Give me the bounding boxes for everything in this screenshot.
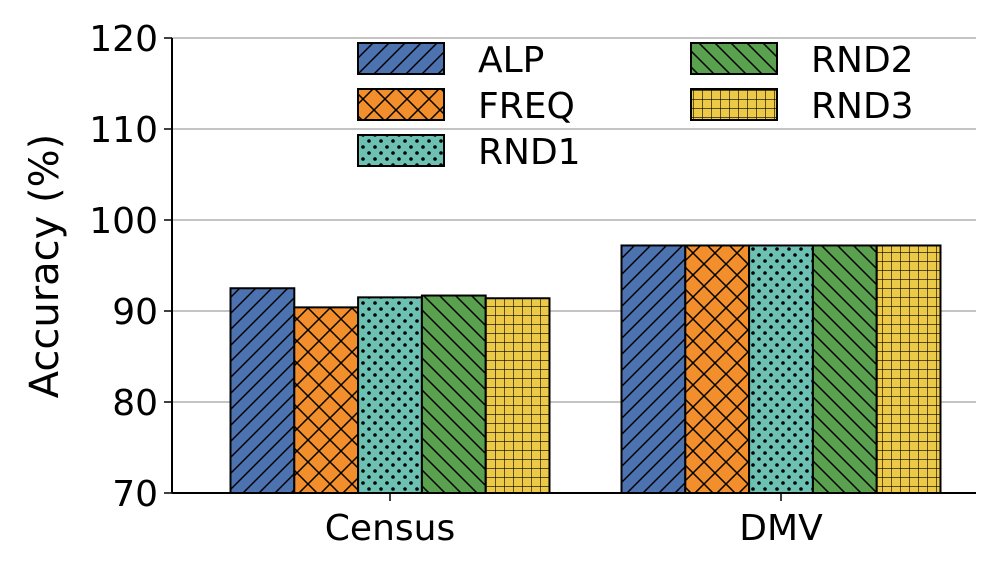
bar-rnd1-census xyxy=(357,296,423,494)
y-tick-label: 80 xyxy=(112,383,158,424)
bar-rnd2-census xyxy=(420,294,487,494)
legend-label: RND3 xyxy=(811,86,914,127)
bar-rnd3-census xyxy=(484,297,551,495)
legend-label: FREQ xyxy=(478,86,575,127)
legend-label: ALP xyxy=(478,40,544,81)
x-tick-label: Census xyxy=(325,508,455,549)
legend-swatch-freq xyxy=(357,88,445,121)
bar-rnd2-dmv xyxy=(811,244,878,494)
axes xyxy=(164,37,976,501)
bar-alp-dmv xyxy=(620,244,687,494)
y-tick-label: 70 xyxy=(112,474,158,515)
legend-swatch-rnd3 xyxy=(690,88,778,121)
bar-freq-dmv xyxy=(684,244,751,494)
legend: ALP FREQ RND1 RND2 RND3 xyxy=(357,40,914,173)
bar-rnd1-dmv xyxy=(748,244,814,494)
tick-labels: 70 80 90 100 110 120 Census DMV xyxy=(89,19,823,549)
legend-label: RND1 xyxy=(478,132,581,173)
y-tick-label: 120 xyxy=(89,19,158,60)
bars xyxy=(229,244,942,495)
y-axis-title: Accuracy (%) xyxy=(22,134,68,399)
legend-swatch-rnd1 xyxy=(357,134,445,167)
y-tick-label: 110 xyxy=(89,110,158,151)
legend-label: RND2 xyxy=(811,40,914,81)
x-tick-label: DMV xyxy=(739,508,823,549)
bar-alp-census xyxy=(229,287,296,494)
y-tick-label: 100 xyxy=(89,201,158,242)
legend-swatch-alp xyxy=(357,42,445,75)
bar-rnd3-dmv xyxy=(875,244,942,494)
bar-freq-census xyxy=(293,306,360,494)
y-tick-label: 90 xyxy=(112,292,158,333)
legend-swatch-rnd2 xyxy=(690,42,778,75)
